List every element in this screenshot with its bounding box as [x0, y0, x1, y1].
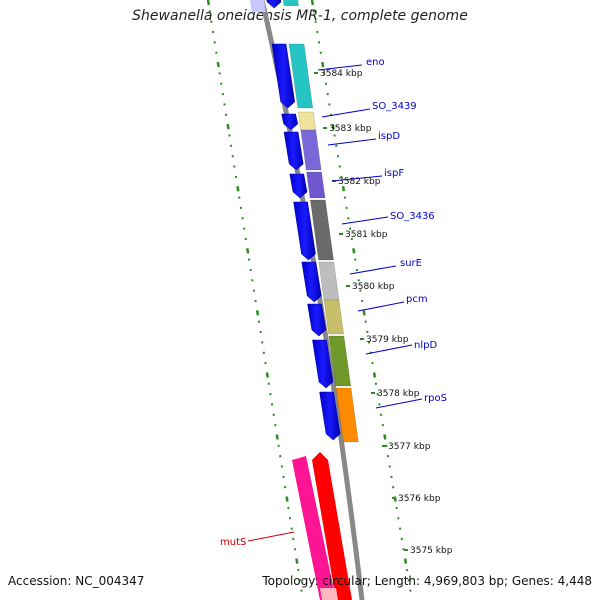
label-leader	[341, 216, 389, 225]
scale-ticks: 3584 kbp 3583 kbp 3582 kbp 3581 kbp 3580 kbp…	[314, 69, 453, 556]
cds-arrow	[281, 113, 299, 131]
label-leader	[365, 344, 413, 355]
label-leader	[247, 531, 295, 542]
map-title: Shewanella oneidensis MR-1, complete gen…	[132, 8, 468, 24]
gc-ticks	[206, 0, 412, 592]
gene-block-ispf	[306, 171, 326, 199]
gene-label-ispf: ispF	[384, 168, 404, 179]
label-leader	[349, 265, 397, 275]
gc-tick	[362, 310, 366, 316]
gc-tick	[236, 186, 240, 192]
cds-arrow	[301, 261, 322, 303]
label-leader	[327, 138, 377, 146]
label-leader	[357, 301, 405, 312]
gene-block-partial-blue	[249, 0, 266, 12]
cds-arrow	[307, 303, 327, 337]
scale-tick-label: 3579 kbp	[366, 335, 409, 345]
gene-block-muts	[312, 452, 352, 600]
cds-arrow	[312, 339, 334, 389]
scale-tick-label: 3575 kbp	[410, 546, 453, 556]
gene-label-muts: mutS	[220, 537, 246, 548]
gene-block-muts-fade	[320, 588, 338, 600]
cds-arrow	[293, 201, 316, 261]
scale-tick-label: 3578 kbp	[377, 389, 420, 399]
gc-tick	[383, 434, 387, 440]
gc-tick	[275, 434, 279, 440]
scale-tick-label: 3576 kbp	[398, 494, 441, 504]
gene-blocks	[249, 0, 359, 600]
gene-label-rpos: rpoS	[424, 393, 447, 404]
gc-tick	[216, 61, 220, 68]
gene-block-pcm	[323, 299, 344, 335]
gene-label-pcm: pcm	[406, 294, 428, 305]
gc-tick	[265, 372, 269, 378]
scale-tick-label: 3580 kbp	[352, 282, 395, 292]
cds-arrow	[266, 0, 282, 9]
gc-tick	[403, 558, 408, 564]
gc-tick	[331, 123, 335, 130]
label-leader	[375, 398, 423, 409]
gene-label-ispd: ispD	[378, 131, 400, 142]
cds-arrow	[283, 131, 304, 171]
gc-tick	[321, 61, 325, 68]
gc-tick	[206, 0, 211, 6]
scale-tick-label: 3584 kbp	[320, 69, 363, 79]
gc-tick	[295, 558, 299, 564]
gc-tick	[226, 123, 230, 130]
label-leader	[321, 108, 371, 118]
label-leader	[331, 175, 383, 182]
gene-labels: eno SO_3439 ispD ispF SO_3436 surE pcm nlpD rpoS…	[220, 57, 447, 548]
gene-block-sure	[318, 261, 340, 301]
cds-arrow	[289, 173, 308, 199]
gene-block-so-3436	[310, 199, 334, 261]
gc-tick	[246, 248, 250, 254]
gene-block-so-3439	[298, 111, 317, 131]
gene-label-nlpd: nlpD	[414, 340, 437, 351]
scale-tick-label: 3581 kbp	[345, 230, 388, 240]
gene-block-rpos	[335, 387, 359, 443]
gene-label-so-3436: SO_3436	[390, 211, 435, 222]
gc-tick	[352, 248, 356, 254]
gc-tick	[285, 496, 289, 502]
gene-label-eno: eno	[366, 57, 385, 68]
topology-text: Topology: circular; Length: 4,969,803 bp…	[262, 574, 592, 588]
gc-tick	[310, 0, 315, 6]
cds-arrow	[271, 43, 296, 109]
label-leader	[317, 64, 363, 71]
gene-block-ispd	[300, 129, 322, 171]
cds-arrow	[319, 391, 341, 441]
gc-tick	[341, 186, 346, 192]
gene-block-muts-pink	[292, 456, 336, 600]
gene-label-so-3439: SO_3439	[372, 101, 417, 112]
scale-tick-label: 3583 kbp	[329, 124, 372, 134]
gene-block-nlpd	[328, 335, 352, 387]
gene-label-sure: surE	[400, 258, 422, 269]
gene-block-eno	[288, 43, 314, 109]
scale-tick-label: 3582 kbp	[338, 177, 381, 187]
gene-block-partial	[283, 0, 299, 6]
gc-tick	[372, 372, 377, 378]
gc-tick	[255, 310, 260, 316]
scale-tick-label: 3577 kbp	[388, 442, 431, 452]
accession-text: Accession: NC_004347	[8, 574, 145, 588]
